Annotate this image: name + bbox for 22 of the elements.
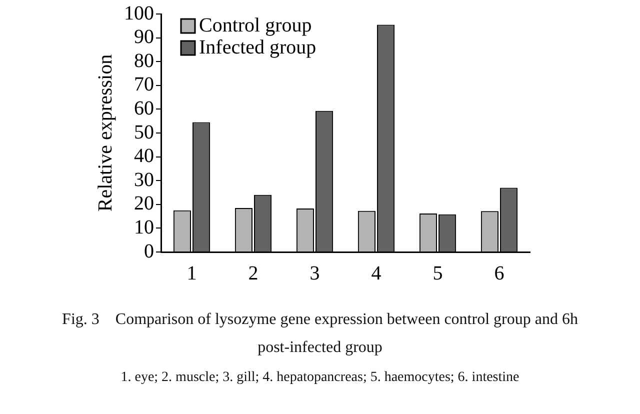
x-tick-label: 3 — [310, 262, 320, 284]
y-axis-title: Relative expression — [94, 54, 116, 212]
x-tick-label: 2 — [248, 262, 258, 284]
y-tick-label: 10 — [134, 216, 154, 238]
y-tick-label: 80 — [134, 50, 154, 72]
x-tick-label: 5 — [432, 262, 443, 284]
text: Fig. 3 Comparison of lysozyme gene expression between control group and 6h post-infected group — [61, 310, 579, 358]
y-tick-label: 40 — [134, 145, 154, 168]
y-tick-label: 30 — [134, 168, 154, 191]
y-tick-label: 90 — [134, 26, 154, 48]
y-tick-label: 70 — [134, 74, 154, 96]
y-tick-label: 0 — [144, 240, 154, 262]
legend-label: Control group — [199, 14, 312, 36]
x-tick-label: 1 — [186, 262, 197, 284]
y-tick-label: 50 — [134, 121, 154, 144]
x-tick-label: 4 — [371, 262, 382, 284]
legend-label: Infected group — [199, 36, 316, 58]
x-tick-label: 6 — [494, 262, 504, 284]
y-tick-label: 20 — [134, 192, 154, 215]
text: 1. eye; 2. muscle; 3. gill; 4. hepatopancreas; 5. haemocytes; 6. intestine — [120, 370, 520, 386]
y-tick-label: 60 — [134, 97, 154, 120]
y-tick-label: 100 — [124, 2, 154, 24]
